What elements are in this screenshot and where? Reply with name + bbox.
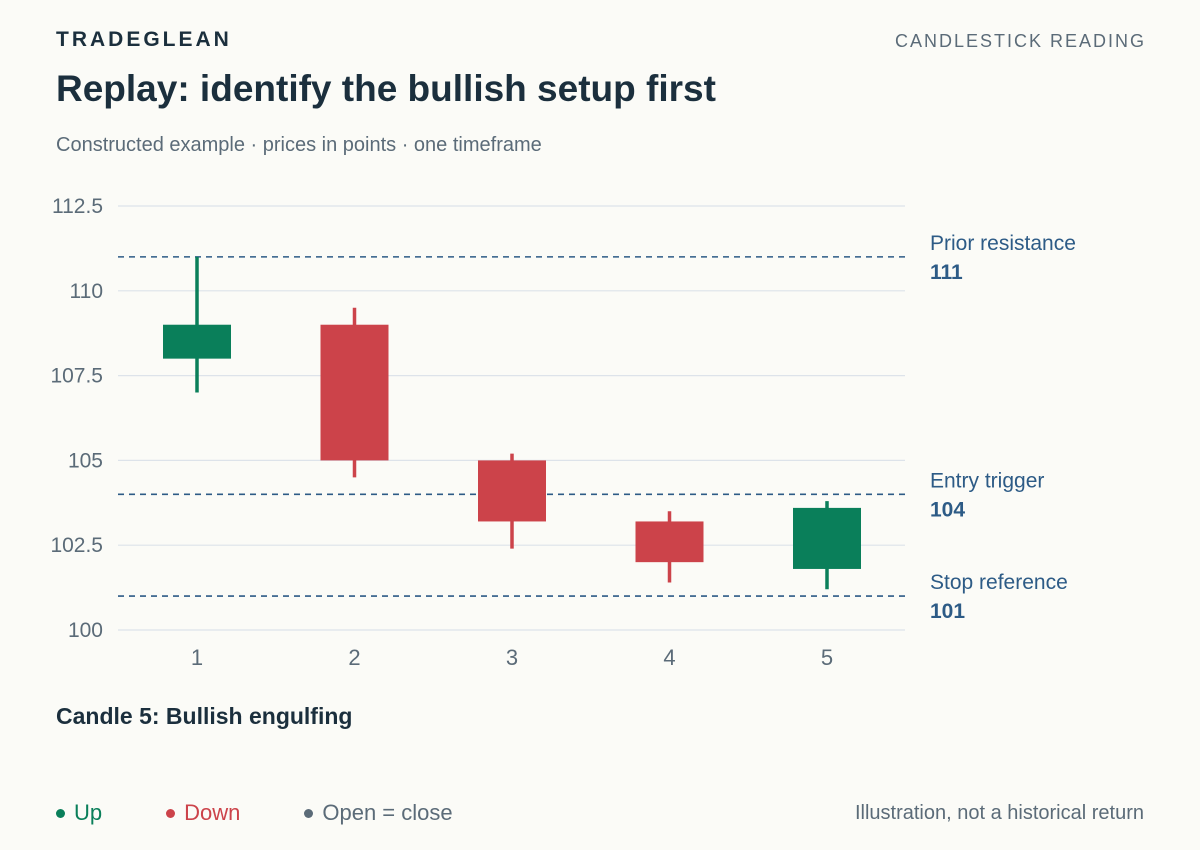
legend-label-down: Down: [184, 800, 241, 825]
x-tick-label: 4: [663, 645, 675, 670]
reference-line-label: Prior resistance: [930, 232, 1076, 255]
chart-title: Replay: identify the bullish setup first: [56, 68, 716, 109]
legend-item-neutral: Open = close: [304, 800, 453, 826]
chart-legend: Up Down Open = close: [56, 800, 517, 826]
footnote: Illustration, not a historical return: [854, 802, 1144, 824]
candle-body: [163, 324, 231, 359]
reference-line-value: 104: [930, 498, 965, 521]
candle-body: [478, 460, 546, 522]
x-tick-label: 2: [348, 645, 360, 670]
chart-subtitle: Constructed example · prices in points ·…: [56, 134, 542, 156]
y-tick-label: 110: [70, 280, 103, 303]
legend-label-neutral: Open = close: [322, 800, 453, 825]
legend-dot-up-icon: [56, 808, 65, 818]
legend-dot-neutral-icon: [304, 808, 314, 818]
y-tick-label: 105: [68, 449, 103, 472]
candle-body: [320, 324, 389, 461]
x-tick-label: 3: [506, 645, 518, 670]
legend-item-up: Up: [56, 800, 102, 826]
legend-label-up: Up: [74, 800, 103, 825]
x-tick-label: 1: [191, 645, 203, 670]
reference-line-label: Entry trigger: [930, 469, 1044, 492]
reference-line-label: Stop reference: [930, 571, 1068, 594]
y-tick-label: 102.5: [50, 534, 103, 557]
x-tick-label: 5: [821, 645, 833, 670]
legend-dot-down-icon: [166, 808, 176, 818]
y-tick-label: 112.5: [52, 195, 103, 218]
y-tick-label: 107.5: [50, 365, 103, 388]
y-tick-label: 100: [68, 619, 103, 642]
legend-item-down: Down: [166, 800, 240, 826]
brand-logo: TRADEGLEAN: [56, 28, 232, 51]
candle-body: [793, 507, 861, 569]
candle-body: [635, 521, 704, 563]
reference-line-value: 111: [930, 261, 963, 284]
reference-line-value: 101: [930, 600, 965, 623]
pattern-annotation: Candle 5: Bullish engulfing: [56, 703, 353, 729]
section-tagline: CANDLESTICK READING: [894, 31, 1146, 51]
